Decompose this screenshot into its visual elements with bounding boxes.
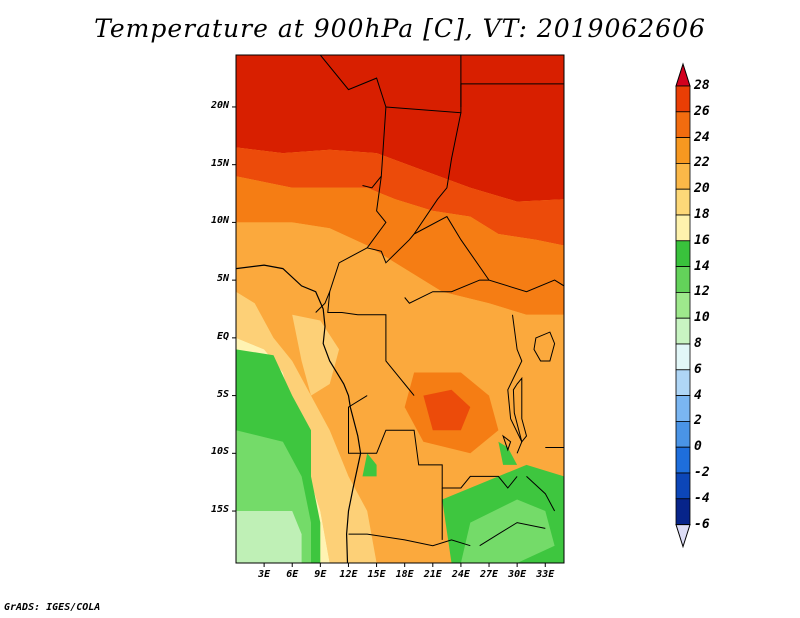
colorbar-label: 22	[694, 155, 710, 171]
lon-tick-label: 18E	[395, 569, 414, 580]
lat-tick-label: EQ	[216, 330, 229, 342]
lon-tick-label: 9E	[314, 569, 327, 580]
colorbar-label: -6	[694, 516, 710, 532]
colorbar-swatch-11	[675, 369, 691, 396]
colorbar-swatch-8	[675, 291, 691, 319]
colorbar-swatch-3	[675, 162, 691, 190]
lat-tick-label: 15N	[210, 157, 229, 169]
colorbar-label: 12	[694, 284, 710, 300]
colorbar-label: 20	[694, 181, 710, 197]
map-frame	[235, 54, 565, 564]
field-region-7	[292, 314, 340, 396]
border-line-1	[362, 106, 387, 189]
credit-text: GrADS: IGES/COLA	[4, 602, 101, 613]
lat-tick-label: 5N	[216, 273, 229, 285]
coastline-0	[236, 264, 362, 563]
temperature-field	[236, 55, 564, 563]
colorbar-top-arrow	[675, 62, 691, 87]
border-line-16	[479, 522, 546, 547]
colorbar-swatch-10	[675, 343, 691, 371]
colorbar-swatch-15	[675, 472, 691, 500]
colorbar-swatch-16	[675, 498, 691, 525]
border-line-15	[526, 476, 556, 512]
field-region-11	[236, 511, 302, 563]
country-borders	[236, 55, 564, 563]
lon-tick-label: 12E	[339, 569, 358, 580]
colorbar-swatch-9	[675, 317, 691, 345]
lake-outline-1	[533, 331, 556, 362]
lat-tick-label: 10N	[210, 215, 229, 227]
border-line-9	[404, 279, 489, 304]
colorbar-label: 18	[694, 207, 710, 222]
lat-tick-label: 20N	[210, 99, 229, 111]
lake-outline-0	[512, 376, 528, 443]
lat-tick-label: 15S	[210, 504, 229, 516]
colorbar-label: 4	[694, 387, 702, 403]
border-line-4	[413, 112, 462, 235]
colorbar-swatch-7	[675, 266, 691, 293]
border-line-8	[315, 291, 331, 313]
lon-tick-label: 6E	[286, 569, 299, 580]
border-line-12	[348, 533, 471, 547]
colorbar-swatch-0	[675, 85, 691, 113]
field-region-0	[236, 55, 564, 202]
field-region-13	[460, 499, 555, 563]
border-line-0	[319, 55, 387, 108]
colorbar-bottom-arrow	[675, 524, 691, 549]
colorbar-label: 28	[694, 78, 710, 93]
colorbar-swatch-1	[675, 111, 691, 139]
axis-ticks	[232, 106, 546, 567]
border-line-5	[366, 176, 415, 264]
border-line-7	[327, 247, 415, 396]
colorbar-label: 10	[694, 310, 710, 326]
colorbar-label: 24	[694, 129, 710, 145]
colorbar-swatch-4	[675, 188, 691, 216]
lon-tick-label: 27E	[479, 569, 499, 580]
colorbar-swatch-12	[675, 395, 691, 422]
field-region-3	[236, 222, 564, 563]
colorbar-swatch-5	[675, 214, 691, 242]
lon-tick-label: 21E	[423, 569, 442, 580]
colorbar-label: 0	[694, 439, 702, 455]
field-region-14	[362, 453, 377, 477]
field-region-5	[423, 389, 471, 431]
lon-tick-label: 3E	[258, 569, 271, 580]
colorbar-swatch-13	[675, 420, 691, 448]
lon-tick-label: 24E	[451, 569, 470, 580]
colorbar	[675, 62, 691, 549]
field-region-1	[236, 147, 564, 246]
lat-tick-label: 5S	[216, 388, 229, 400]
colorbar-label: 16	[694, 232, 710, 248]
colorbar-swatch-6	[675, 240, 691, 268]
lon-tick-label: 15E	[367, 569, 386, 580]
field-region-15	[498, 441, 518, 465]
colorbar-label: -4	[694, 490, 710, 506]
border-line-11	[348, 395, 518, 489]
colorbar-swatch-2	[675, 137, 691, 164]
colorbar-swatch-14	[675, 446, 691, 474]
chart-title: Temperature at 900hPa [C], VT: 201906260…	[94, 14, 706, 43]
colorbar-label: 2	[694, 413, 702, 429]
colorbar-label: 14	[694, 258, 710, 274]
lon-tick-label: 33E	[536, 569, 555, 580]
colorbar-label: -2	[694, 465, 710, 480]
border-line-3	[460, 83, 564, 107]
lat-tick-label: 10S	[210, 446, 229, 458]
colorbar-label: 26	[694, 103, 710, 119]
colorbar-label: 8	[694, 336, 702, 351]
lake-outline-2	[502, 434, 512, 452]
lon-tick-label: 30E	[508, 569, 527, 580]
colorbar-label: 6	[694, 361, 702, 377]
